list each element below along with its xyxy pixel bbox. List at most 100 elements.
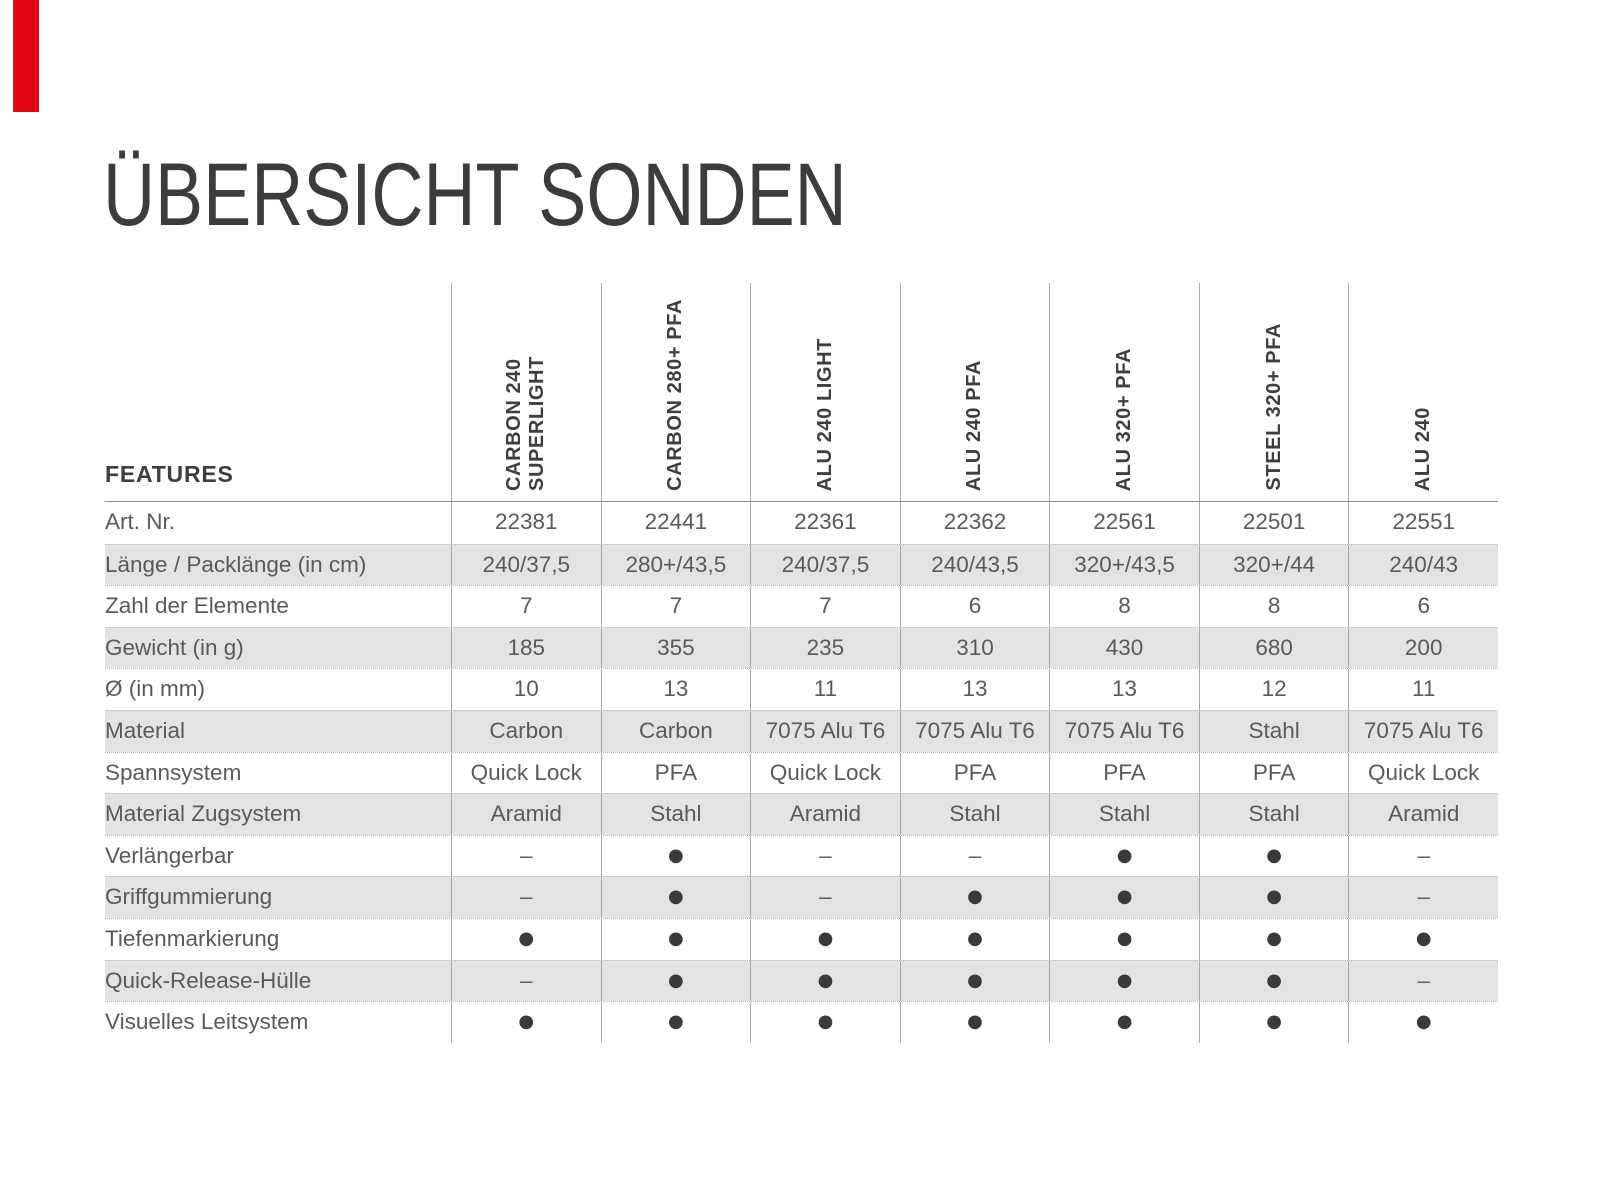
- value-cell: 7075 Alu T6: [750, 710, 900, 752]
- value-cell: 320+/44: [1198, 544, 1349, 586]
- value-cell: Aramid: [451, 794, 601, 835]
- value-cell: 22561: [1049, 502, 1199, 544]
- feature-dot-cell: ●: [1348, 918, 1498, 960]
- value-cell: 200: [1348, 627, 1498, 669]
- product-column-header: CARBON 240 SUPERLIGHT: [451, 283, 601, 501]
- feature-dot-cell: ●: [1049, 1002, 1199, 1043]
- value-cell: 320+/43,5: [1049, 544, 1199, 586]
- product-column-header: STEEL 320+ PFA: [1198, 283, 1349, 501]
- feature-dot-cell: ●: [1198, 960, 1349, 1002]
- value-cell: 240/43,5: [899, 544, 1050, 586]
- value-cell: Stahl: [1198, 794, 1349, 835]
- table-row: Zahl der Elemente 7 7 7 6 8 8 6: [105, 585, 1498, 627]
- product-column-header-label: ALU 320+ PFA: [1113, 347, 1136, 491]
- product-column-header: ALU 240 LIGHT: [750, 283, 900, 501]
- value-cell: 7075 Alu T6: [1049, 710, 1199, 752]
- product-column-header-label: ALU 240: [1412, 406, 1435, 491]
- value-cell: 13: [1049, 669, 1199, 710]
- feature-dot-cell: ●: [600, 918, 751, 960]
- product-column-header-label: CARBON 240 SUPERLIGHT: [503, 356, 549, 491]
- value-cell: 8: [1049, 586, 1199, 627]
- row-label: Zahl der Elemente: [105, 593, 289, 619]
- value-cell: PFA: [1049, 752, 1199, 794]
- row-label: Tiefenmarkierung: [105, 925, 280, 951]
- feature-dot-cell: ●: [600, 835, 751, 877]
- value-cell: 240/43: [1348, 544, 1498, 586]
- table-row: Visuelles Leitsystem ● ● ● ● ● ● ●: [105, 1001, 1498, 1043]
- feature-dot-cell: ●: [899, 918, 1050, 960]
- feature-dot-cell: ●: [1348, 1002, 1498, 1043]
- feature-dash-cell: –: [750, 877, 900, 918]
- table-row: Ø (in mm) 10 13 11 13 13 12 11: [105, 668, 1498, 710]
- table-body: Art. Nr. 22381 22441 22361 22362 22561 22501 22…: [105, 502, 1498, 1043]
- value-cell: 7075 Alu T6: [899, 710, 1050, 752]
- product-column-header: CARBON 280+ PFA: [600, 283, 751, 501]
- probe-comparison-table: FEATURES CARBON 240 SUPERLIGHT CARBON 280…: [105, 283, 1498, 1043]
- value-cell: Stahl: [1049, 794, 1199, 835]
- value-cell: Stahl: [899, 794, 1050, 835]
- feature-dot-cell: ●: [899, 960, 1050, 1002]
- feature-dot-cell: ●: [1049, 877, 1199, 918]
- feature-dot-cell: ●: [1198, 877, 1349, 918]
- feature-dot-cell: ●: [899, 877, 1050, 918]
- value-cell: 11: [750, 669, 900, 710]
- table-header-row: FEATURES CARBON 240 SUPERLIGHT CARBON 280…: [105, 283, 1498, 502]
- row-label: Griffgummierung: [105, 884, 273, 910]
- feature-dash-cell: –: [451, 835, 601, 877]
- feature-dot-cell: ●: [899, 1002, 1050, 1043]
- row-label: Quick-Release-Hülle: [105, 967, 312, 993]
- product-column-header: ALU 320+ PFA: [1049, 283, 1199, 501]
- value-cell: 13: [600, 669, 751, 710]
- value-cell: PFA: [600, 752, 751, 794]
- value-cell: PFA: [1198, 752, 1349, 794]
- table-row: Quick-Release-Hülle – ● ● ● ● ● –: [105, 959, 1498, 1002]
- page-title: ÜBERSICHT SONDEN: [103, 144, 847, 244]
- table-row: Gewicht (in g) 185 355 235 310 430 680 200: [105, 626, 1498, 669]
- value-cell: 355: [600, 627, 751, 669]
- row-label: Spannsystem: [105, 759, 242, 785]
- value-cell: 22501: [1198, 502, 1349, 544]
- row-label: Gewicht (in g): [105, 634, 244, 660]
- value-cell: 680: [1198, 627, 1349, 669]
- value-cell: 6: [1348, 586, 1498, 627]
- value-cell: Aramid: [750, 794, 900, 835]
- value-cell: 7: [750, 586, 900, 627]
- table-row: Material Carbon Carbon 7075 Alu T6 7075 Alu …: [105, 709, 1498, 752]
- features-column-header: FEATURES: [105, 461, 234, 487]
- product-column-header: ALU 240 PFA: [899, 283, 1050, 501]
- value-cell: Carbon: [600, 710, 751, 752]
- page-corner-tab: [13, 0, 39, 112]
- value-cell: 280+/43,5: [600, 544, 751, 586]
- row-label: Verlängerbar: [105, 842, 234, 868]
- value-cell: 6: [899, 586, 1050, 627]
- feature-dot-cell: ●: [750, 918, 900, 960]
- value-cell: 185: [451, 627, 601, 669]
- value-cell: 7075 Alu T6: [1348, 710, 1498, 752]
- feature-dash-cell: –: [451, 960, 601, 1002]
- feature-dot-cell: ●: [750, 960, 900, 1002]
- feature-dash-cell: –: [899, 835, 1050, 877]
- value-cell: 13: [899, 669, 1050, 710]
- value-cell: Quick Lock: [451, 752, 601, 794]
- feature-dot-cell: ●: [451, 1002, 601, 1043]
- feature-dot-cell: ●: [600, 877, 751, 918]
- value-cell: 240/37,5: [750, 544, 900, 586]
- feature-dot-cell: ●: [1198, 918, 1349, 960]
- table-row: Art. Nr. 22381 22441 22361 22362 22561 22501 22…: [105, 502, 1498, 544]
- value-cell: 430: [1049, 627, 1199, 669]
- feature-dash-cell: –: [1348, 835, 1498, 877]
- row-label: Länge / Packlänge (in cm): [105, 551, 367, 577]
- value-cell: Stahl: [600, 794, 751, 835]
- value-cell: 22381: [451, 502, 601, 544]
- value-cell: Quick Lock: [1348, 752, 1498, 794]
- feature-dot-cell: ●: [1198, 835, 1349, 877]
- value-cell: 22441: [600, 502, 751, 544]
- value-cell: 22362: [899, 502, 1050, 544]
- feature-dot-cell: ●: [1049, 835, 1199, 877]
- value-cell: 11: [1348, 669, 1498, 710]
- value-cell: Aramid: [1348, 794, 1498, 835]
- value-cell: 10: [451, 669, 601, 710]
- value-cell: 310: [899, 627, 1050, 669]
- feature-dash-cell: –: [1348, 877, 1498, 918]
